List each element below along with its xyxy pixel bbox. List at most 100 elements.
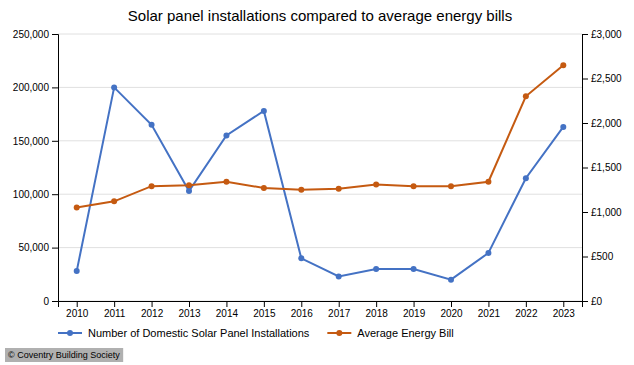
tick: 0 [43, 296, 58, 307]
tick: £1,000 [582, 207, 622, 218]
point [261, 108, 267, 114]
point [111, 198, 117, 204]
tick-mark [582, 34, 588, 35]
legend-label: Number of Domestic Solar Panel Installat… [88, 327, 310, 339]
tick-label: 200,000 [13, 82, 50, 93]
grid-line [58, 194, 582, 195]
tick-label: 50,000 [18, 242, 49, 253]
tick: 2012 [141, 301, 164, 319]
y-axis: 050,000100,000150,000200,000250,000 [13, 29, 59, 307]
tick-mark [339, 301, 340, 307]
tick-mark [582, 212, 588, 213]
series-line [77, 65, 564, 207]
tick-mark [52, 87, 58, 88]
tick-mark [152, 301, 153, 307]
tick-label: 250,000 [13, 29, 50, 40]
point [261, 185, 267, 191]
point [448, 183, 454, 189]
tick-label: 2017 [328, 308, 351, 319]
tick-label: 2020 [440, 308, 463, 319]
point [223, 132, 229, 138]
tick: £1,500 [582, 162, 622, 173]
tick-mark [414, 301, 415, 307]
point [523, 175, 529, 181]
tick: 2015 [253, 301, 276, 319]
point [336, 186, 342, 192]
tick-mark [226, 301, 227, 307]
tick-label: 0 [43, 296, 49, 307]
annotation-text: © Coventry Building Society [8, 350, 120, 360]
tick-label: 2016 [291, 308, 314, 319]
tick: 2020 [440, 301, 463, 319]
tick-mark [52, 194, 58, 195]
tick-label: £0 [591, 296, 603, 307]
title: Solar panel installations compared to av… [128, 7, 512, 24]
tick-mark [563, 301, 564, 307]
grid-line [58, 140, 582, 141]
tick-label: £2,000 [591, 118, 622, 129]
point [448, 277, 454, 283]
tick: 2021 [478, 301, 501, 319]
tick-mark [582, 257, 588, 258]
tick-label: 2019 [403, 308, 426, 319]
point [485, 179, 491, 185]
tick: £0 [582, 296, 603, 307]
point [298, 187, 304, 193]
tick-label: 2012 [141, 308, 164, 319]
tick-label: £1,500 [591, 162, 622, 173]
tick: 2023 [553, 301, 576, 319]
tick-mark [52, 34, 58, 35]
point [411, 183, 417, 189]
grid [58, 34, 582, 301]
tick-label: 2010 [66, 308, 89, 319]
point [223, 179, 229, 185]
tick-mark [301, 301, 302, 307]
tick: 200,000 [13, 82, 58, 93]
tick-mark [189, 301, 190, 307]
tick: £2,000 [582, 118, 622, 129]
grid-line [58, 247, 582, 248]
y2-axis: £0£500£1,000£1,500£2,000£2,500£3,000 [582, 29, 622, 307]
legend-item: Number of Domestic Solar Panel Installat… [58, 327, 310, 339]
point [298, 255, 304, 261]
point [74, 205, 80, 211]
annotation-box [5, 348, 123, 362]
tick-mark [526, 301, 527, 307]
tick: 2010 [66, 301, 89, 319]
point [560, 124, 566, 130]
grid-line [58, 34, 582, 35]
x-axis: 2010201120122013201420152016201720182019… [59, 301, 583, 319]
point [560, 62, 566, 68]
series-line [77, 87, 564, 279]
tick-mark [52, 248, 58, 249]
tick-mark [264, 301, 265, 307]
tick-label: 2021 [478, 308, 501, 319]
point [186, 188, 192, 194]
tick: 100,000 [13, 189, 58, 200]
point [485, 250, 491, 256]
tick-mark [582, 123, 588, 124]
point [111, 84, 117, 90]
point [149, 183, 155, 189]
legend-item: Average Energy Bill [327, 327, 453, 339]
tick-mark [582, 301, 588, 302]
legend-label: Average Energy Bill [357, 327, 453, 339]
x-axis-line [59, 302, 583, 308]
legend: Number of Domestic Solar Panel Installat… [58, 327, 454, 339]
tick-mark [488, 301, 489, 307]
tick-label: £3,000 [591, 29, 622, 40]
point [149, 122, 155, 128]
tick-mark [77, 301, 78, 307]
plot: 2010201120122013201420152016201720182019… [13, 29, 622, 319]
tick-label: £1,000 [591, 207, 622, 218]
tick-label: 2023 [553, 308, 576, 319]
tick-mark [582, 79, 588, 80]
annotation: © Coventry Building Society [5, 348, 123, 362]
tick: 2013 [178, 301, 201, 319]
tick-label: 100,000 [13, 189, 50, 200]
legend-marker [67, 330, 73, 336]
tick: £3,000 [582, 29, 622, 40]
tick: 2017 [328, 301, 351, 319]
tick-label: 2018 [366, 308, 389, 319]
tick-mark [451, 301, 452, 307]
